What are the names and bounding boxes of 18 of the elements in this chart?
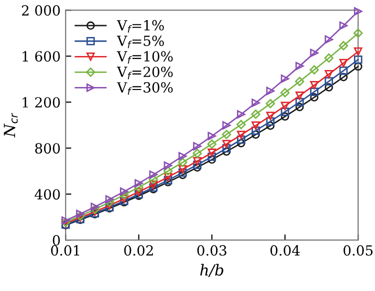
y-tick-label: 400 xyxy=(34,189,60,200)
legend-label: V$_{f}$=10% xyxy=(116,51,173,64)
x-axis-title: h/b xyxy=(200,264,224,277)
y-tick-label: 2 000 xyxy=(22,5,60,16)
y-axis-title: N$_{cr}$ xyxy=(4,112,18,138)
y-tick-label: 0 xyxy=(52,235,60,246)
legend-label: V$_{f}$=20% xyxy=(116,66,173,80)
x-tick-label: 0.02 xyxy=(124,245,153,256)
x-tick-label: 0.03 xyxy=(197,245,226,256)
x-tick-label: 0.04 xyxy=(270,245,300,256)
y-tick-label: 800 xyxy=(35,143,60,154)
x-tick-label: 0.01 xyxy=(51,245,80,256)
y-tick-label: 1 600 xyxy=(22,51,60,62)
legend-label: V$_{f}$=5% xyxy=(116,36,164,48)
legend-label: V$_{f}$=30% xyxy=(116,82,173,95)
x-tick-label: 0.05 xyxy=(344,245,373,256)
y-tick-label: 1 200 xyxy=(22,97,60,108)
legend-label: V$_{f}$=1% xyxy=(116,20,164,33)
